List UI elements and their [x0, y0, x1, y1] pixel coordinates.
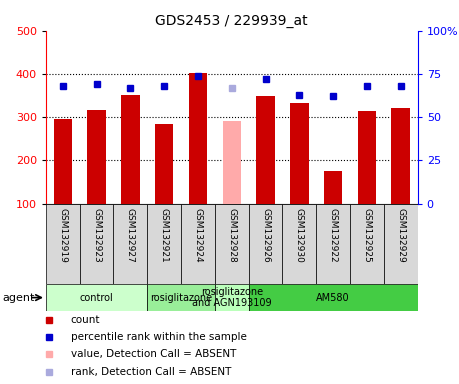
Text: GSM132930: GSM132930: [295, 208, 304, 262]
Text: GSM132929: GSM132929: [396, 208, 405, 262]
Bar: [392, 108, 410, 204]
Bar: [147, 284, 215, 311]
Bar: [249, 284, 418, 311]
Bar: [215, 204, 249, 284]
Bar: [87, 110, 106, 204]
Text: value, Detection Call = ABSENT: value, Detection Call = ABSENT: [71, 349, 236, 359]
Bar: [290, 103, 309, 204]
Bar: [189, 73, 207, 204]
Title: GDS2453 / 229939_at: GDS2453 / 229939_at: [156, 14, 308, 28]
Bar: [358, 111, 376, 204]
Text: GSM132921: GSM132921: [160, 208, 169, 262]
Bar: [80, 204, 113, 284]
Text: GSM132923: GSM132923: [92, 208, 101, 262]
Bar: [223, 121, 241, 204]
Text: rank, Detection Call = ABSENT: rank, Detection Call = ABSENT: [71, 366, 231, 377]
Bar: [316, 204, 350, 284]
Text: GSM132919: GSM132919: [58, 208, 67, 262]
Text: GSM132925: GSM132925: [363, 208, 371, 262]
Bar: [54, 119, 72, 204]
Bar: [181, 204, 215, 284]
Text: GSM132922: GSM132922: [329, 208, 338, 262]
Bar: [215, 284, 249, 311]
Text: control: control: [80, 293, 113, 303]
Bar: [121, 94, 140, 204]
Bar: [155, 124, 174, 204]
Bar: [46, 284, 147, 311]
Bar: [249, 204, 282, 284]
Bar: [46, 204, 80, 284]
Bar: [256, 96, 275, 204]
Bar: [113, 204, 147, 284]
Text: AM580: AM580: [316, 293, 350, 303]
Text: GSM132926: GSM132926: [261, 208, 270, 262]
Text: agent: agent: [2, 293, 35, 303]
Bar: [324, 171, 342, 204]
Text: rosiglitazone
and AGN193109: rosiglitazone and AGN193109: [192, 287, 272, 308]
Bar: [384, 204, 418, 284]
Text: percentile rank within the sample: percentile rank within the sample: [71, 332, 246, 342]
Text: GSM132928: GSM132928: [227, 208, 236, 262]
Bar: [282, 204, 316, 284]
Text: count: count: [71, 314, 100, 325]
Text: rosiglitazone: rosiglitazone: [150, 293, 212, 303]
Bar: [147, 204, 181, 284]
Bar: [350, 204, 384, 284]
Text: GSM132924: GSM132924: [194, 208, 202, 262]
Text: GSM132927: GSM132927: [126, 208, 135, 262]
